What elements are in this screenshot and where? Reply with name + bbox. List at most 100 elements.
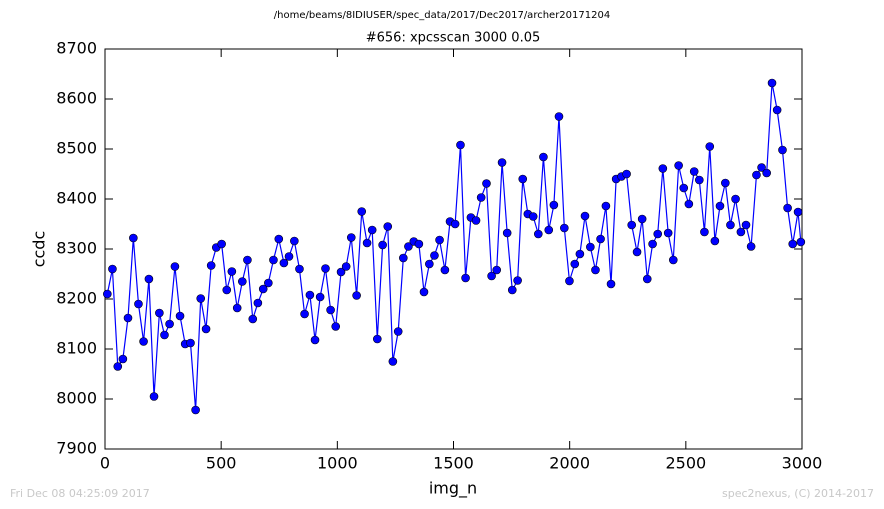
data-point — [658, 164, 668, 173]
data-point — [430, 251, 439, 260]
data-point — [668, 255, 678, 265]
data-point — [731, 194, 740, 204]
data-point — [269, 255, 278, 265]
data-point — [663, 228, 673, 238]
plot-frame — [104, 48, 803, 450]
data-point — [357, 207, 367, 216]
y-tick-label: 8300 — [56, 239, 97, 258]
data-point — [103, 289, 112, 299]
data-point — [123, 313, 133, 323]
data-point — [627, 220, 636, 230]
data-point — [575, 249, 585, 259]
data-point — [414, 239, 424, 249]
data-point — [528, 212, 538, 221]
data-point — [726, 220, 735, 230]
x-tick-label: 500 — [206, 454, 237, 473]
data-point — [793, 207, 803, 217]
footer-left: Fri Dec 08 04:25:09 2017 — [10, 487, 150, 500]
data-point — [648, 239, 657, 249]
data-point — [372, 334, 382, 344]
data-point — [238, 277, 247, 286]
data-point — [243, 255, 252, 265]
data-point — [378, 240, 387, 250]
data-point — [326, 305, 335, 315]
data-point — [274, 234, 284, 244]
data-point — [383, 222, 393, 231]
data-point — [175, 311, 185, 321]
data-point — [300, 309, 309, 319]
chart-subtitle: #656: xpcsscan 3000 0.05 — [366, 31, 541, 46]
data-point — [601, 201, 611, 211]
data-point — [290, 236, 299, 246]
footer-right: spec2nexus, (C) 2014-2017 — [722, 487, 874, 500]
series-line — [106, 82, 802, 411]
data-point — [487, 271, 496, 281]
data-point — [746, 242, 756, 251]
data-point — [352, 291, 361, 300]
data-point — [310, 335, 320, 345]
data-point — [425, 259, 434, 269]
data-point — [684, 199, 694, 209]
data-point — [653, 229, 663, 239]
data-point — [539, 152, 548, 162]
data-point — [206, 261, 216, 270]
data-point — [456, 140, 465, 150]
data-point — [715, 201, 725, 211]
data-point — [201, 324, 211, 334]
data-point — [295, 264, 304, 274]
data-point — [165, 319, 174, 329]
data-point — [149, 392, 159, 401]
data-point — [139, 337, 148, 346]
data-point — [232, 303, 242, 313]
data-point — [788, 239, 798, 249]
data-point — [796, 237, 806, 247]
data-point — [637, 214, 647, 224]
data-point — [772, 105, 782, 115]
data-point — [341, 262, 351, 271]
data-point — [284, 252, 294, 261]
data-point — [554, 112, 564, 121]
data-point — [346, 233, 356, 242]
data-point — [315, 292, 325, 302]
y-tick-label: 8600 — [56, 89, 97, 108]
data-point — [321, 264, 330, 273]
data-point — [435, 235, 444, 245]
data-point — [279, 258, 289, 268]
data-point — [393, 327, 403, 336]
x-tick-label: 1000 — [317, 454, 358, 473]
data-point — [144, 274, 154, 284]
data-point — [721, 178, 730, 188]
data-point — [632, 247, 642, 257]
data-point — [227, 267, 237, 276]
data-point — [689, 167, 699, 176]
data-point — [331, 322, 341, 331]
data-point — [518, 174, 528, 184]
data-point — [388, 357, 398, 366]
data-point — [367, 225, 377, 235]
data-point — [155, 308, 164, 318]
data-point — [461, 273, 470, 283]
data-point — [399, 253, 408, 263]
x-tick-label: 2000 — [549, 454, 590, 473]
data-point — [264, 278, 273, 288]
data-point — [560, 223, 569, 233]
data-point — [736, 227, 746, 237]
data-point — [191, 405, 200, 415]
data-point — [129, 233, 138, 243]
data-point — [134, 299, 143, 309]
data-point — [695, 175, 704, 185]
data-point — [248, 314, 258, 324]
data-point — [544, 225, 554, 235]
data-point — [622, 169, 631, 179]
data-point — [700, 227, 709, 237]
data-point — [222, 285, 232, 295]
data-point — [586, 242, 595, 252]
data-point — [118, 354, 128, 364]
data-point — [674, 161, 683, 170]
data-point — [549, 200, 559, 210]
data-point — [492, 265, 502, 275]
y-tick-label: 8000 — [56, 389, 97, 408]
data-point — [476, 193, 486, 202]
x-axis-label: img_n — [429, 479, 477, 499]
